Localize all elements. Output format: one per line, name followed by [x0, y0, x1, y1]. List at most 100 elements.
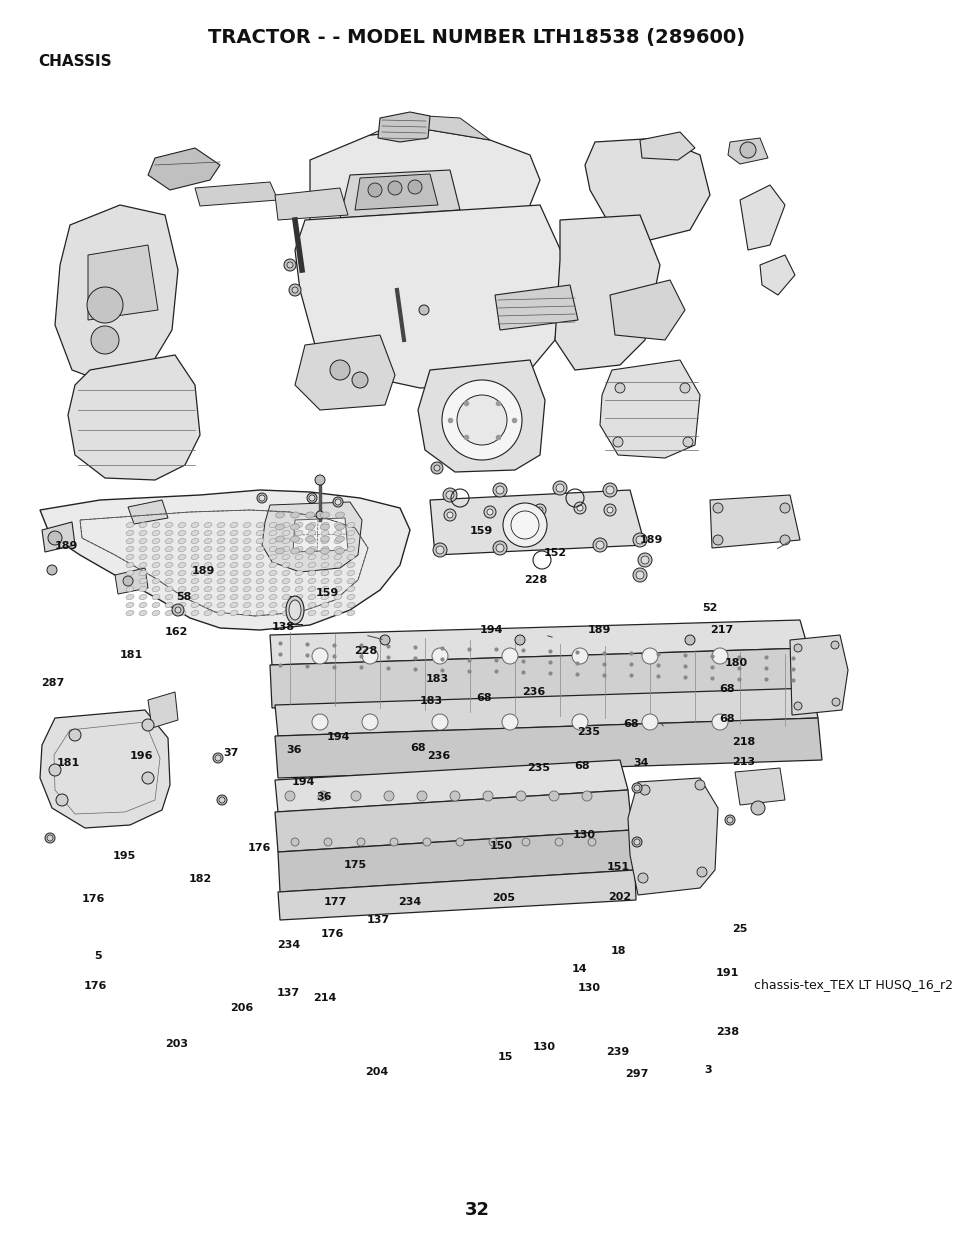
- Polygon shape: [609, 280, 684, 340]
- Polygon shape: [277, 830, 635, 892]
- Polygon shape: [42, 522, 75, 552]
- Ellipse shape: [291, 513, 299, 517]
- Ellipse shape: [139, 538, 147, 543]
- Ellipse shape: [308, 578, 315, 584]
- Polygon shape: [40, 490, 410, 630]
- Ellipse shape: [347, 538, 355, 543]
- Circle shape: [256, 493, 267, 503]
- Ellipse shape: [320, 548, 329, 555]
- Circle shape: [284, 259, 295, 270]
- Text: 177: 177: [324, 897, 347, 906]
- Circle shape: [521, 839, 530, 846]
- Ellipse shape: [347, 578, 355, 584]
- Circle shape: [356, 839, 365, 846]
- Ellipse shape: [347, 555, 355, 559]
- Ellipse shape: [269, 546, 276, 552]
- Circle shape: [368, 183, 381, 198]
- Circle shape: [501, 648, 517, 664]
- Text: 183: 183: [425, 674, 448, 684]
- Ellipse shape: [165, 571, 172, 576]
- Text: 196: 196: [130, 751, 152, 761]
- Circle shape: [511, 511, 538, 538]
- Ellipse shape: [243, 530, 251, 536]
- Ellipse shape: [230, 538, 237, 543]
- Circle shape: [555, 839, 562, 846]
- Polygon shape: [294, 335, 395, 410]
- Ellipse shape: [334, 530, 341, 536]
- Ellipse shape: [204, 603, 212, 608]
- Text: 195: 195: [112, 851, 135, 861]
- Ellipse shape: [294, 538, 303, 543]
- Circle shape: [596, 541, 603, 550]
- Circle shape: [634, 785, 639, 790]
- Circle shape: [456, 395, 506, 445]
- Circle shape: [56, 794, 68, 806]
- Ellipse shape: [152, 538, 160, 543]
- Text: 194: 194: [327, 732, 350, 742]
- Circle shape: [309, 495, 314, 501]
- Ellipse shape: [291, 548, 299, 555]
- Ellipse shape: [126, 522, 133, 527]
- Ellipse shape: [126, 562, 133, 568]
- Polygon shape: [370, 115, 490, 140]
- Polygon shape: [639, 132, 695, 161]
- Text: 152: 152: [543, 548, 566, 558]
- Ellipse shape: [255, 562, 264, 568]
- Circle shape: [456, 839, 463, 846]
- Ellipse shape: [289, 600, 301, 620]
- Text: 68: 68: [410, 743, 425, 753]
- Ellipse shape: [308, 587, 315, 592]
- Ellipse shape: [217, 610, 225, 615]
- Polygon shape: [270, 648, 811, 708]
- Ellipse shape: [230, 571, 237, 576]
- Circle shape: [408, 180, 421, 194]
- Text: CHASSIS: CHASSIS: [38, 54, 112, 69]
- Ellipse shape: [308, 546, 315, 552]
- Ellipse shape: [191, 610, 199, 615]
- Polygon shape: [727, 138, 767, 164]
- Text: 189: 189: [192, 566, 214, 576]
- Text: 234: 234: [277, 940, 300, 950]
- Text: 25: 25: [731, 924, 746, 934]
- Circle shape: [556, 484, 563, 492]
- Ellipse shape: [334, 546, 341, 552]
- Circle shape: [496, 487, 503, 494]
- Ellipse shape: [308, 530, 315, 536]
- Ellipse shape: [294, 587, 303, 592]
- Ellipse shape: [139, 594, 147, 600]
- Text: 236: 236: [522, 687, 545, 697]
- Text: 204: 204: [365, 1067, 388, 1077]
- Circle shape: [593, 538, 606, 552]
- Ellipse shape: [243, 594, 251, 600]
- Ellipse shape: [217, 571, 225, 576]
- Ellipse shape: [243, 603, 251, 608]
- Polygon shape: [270, 620, 807, 664]
- Ellipse shape: [191, 546, 199, 552]
- Circle shape: [793, 701, 801, 710]
- Text: 189: 189: [587, 625, 610, 635]
- Circle shape: [537, 508, 542, 513]
- Ellipse shape: [255, 546, 264, 552]
- Polygon shape: [274, 718, 821, 778]
- Ellipse shape: [294, 555, 303, 559]
- Circle shape: [486, 509, 493, 515]
- Text: 176: 176: [320, 929, 343, 939]
- Text: 159: 159: [315, 588, 338, 598]
- Text: 228: 228: [354, 646, 376, 656]
- Ellipse shape: [191, 530, 199, 536]
- Ellipse shape: [217, 538, 225, 543]
- Ellipse shape: [347, 594, 355, 600]
- Ellipse shape: [191, 571, 199, 576]
- Ellipse shape: [152, 587, 160, 592]
- Circle shape: [483, 506, 496, 517]
- Ellipse shape: [294, 578, 303, 584]
- Ellipse shape: [305, 513, 314, 517]
- Circle shape: [379, 635, 390, 645]
- Ellipse shape: [321, 594, 329, 600]
- Polygon shape: [355, 174, 437, 210]
- Circle shape: [317, 790, 328, 802]
- Circle shape: [638, 873, 647, 883]
- Ellipse shape: [320, 536, 329, 542]
- Circle shape: [447, 513, 453, 517]
- Ellipse shape: [191, 555, 199, 559]
